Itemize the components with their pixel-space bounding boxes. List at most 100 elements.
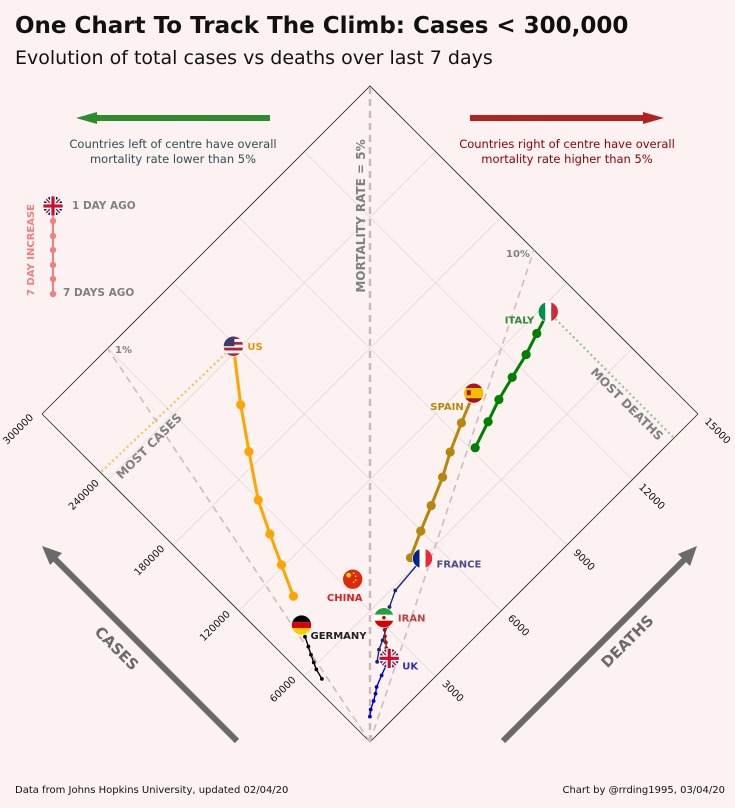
cases-tick-label: 120000 [198, 609, 233, 644]
flag-star [352, 581, 355, 584]
legend-dot [49, 232, 57, 240]
series-label: CHINA [327, 593, 363, 604]
flag-border [463, 382, 485, 404]
deaths-tick-label: 9000 [571, 548, 597, 574]
flag-border [412, 548, 433, 569]
flag-body [223, 336, 244, 357]
cases-tick-label: 240000 [67, 478, 102, 513]
series-label: IRAN [398, 614, 426, 625]
data-point [377, 647, 381, 652]
data-point [470, 443, 480, 453]
flag-de-icon [291, 614, 312, 636]
data-point [374, 685, 379, 689]
data-point [367, 714, 372, 719]
flag-stripe [538, 301, 546, 322]
data-point [483, 417, 493, 427]
legend-top-label: 1 DAY AGO [72, 200, 136, 212]
grid-line [238, 216, 568, 546]
cases-tick-label: 180000 [133, 544, 168, 579]
flag-border [291, 614, 312, 636]
flag-stripe [463, 383, 484, 389]
data-point [383, 640, 388, 645]
series-china: CHINA [327, 568, 363, 604]
flag-stripe [223, 347, 244, 351]
flag-body [463, 383, 484, 404]
deaths-arrow-group: DEATHS [500, 546, 697, 744]
flag-stripe [466, 390, 471, 396]
flag-stripe [425, 548, 433, 569]
series-label: ITALY [505, 316, 535, 327]
flag-star [354, 579, 357, 582]
left-note-line1: Countries left of centre have overall [69, 137, 276, 151]
flag-uk-icon [378, 648, 400, 669]
series-germany: GERMANY [291, 614, 367, 681]
deaths-tick-label: 3000 [439, 679, 465, 705]
left-note-line2: mortality rate lower than 5% [90, 152, 256, 166]
data-point [445, 447, 455, 457]
series-spain: SPAIN [405, 382, 485, 563]
rate-10-label: 10% [506, 249, 530, 260]
mortality-axis-label: MORTALITY RATE = 5% [354, 139, 368, 292]
flag-fr-icon [412, 548, 433, 569]
flag-border [537, 301, 559, 323]
data-point [437, 472, 448, 482]
axis-layer [41, 85, 699, 743]
legend-uk-flag [42, 195, 64, 217]
flag-stripe [463, 388, 484, 399]
flag-stripe [223, 353, 244, 357]
flag-it-icon [537, 301, 559, 323]
data-point [393, 588, 398, 593]
deaths-tick-label: 12000 [636, 482, 666, 512]
tick-labels: 60000 120000 180000 240000 300000 3000 6000 900… [1, 412, 732, 705]
cases-tick-label: 300000 [1, 412, 36, 447]
data-point [494, 394, 504, 405]
legend: 7 DAY INCREASE 1 DAY AGO 7 DAYS AGO [26, 195, 136, 299]
flag-stripe [463, 398, 484, 404]
data-point [426, 501, 436, 511]
data-point [288, 591, 299, 601]
diamond-frame [41, 85, 699, 415]
data-point [265, 529, 275, 539]
left-arrow-group: Countries left of centre have overall mo… [69, 112, 277, 166]
data-point [236, 400, 246, 410]
grid-line [304, 348, 633, 677]
data-point [375, 659, 380, 664]
series-label: UK [402, 661, 419, 672]
flag-us-icon [223, 335, 244, 357]
data-point [379, 673, 384, 678]
flag-stripe [551, 301, 559, 322]
right-arrow-group: Countries right of centre have overall m… [459, 112, 675, 166]
cases-arrow [47, 551, 240, 744]
data-point [368, 707, 373, 712]
legend-dot [49, 246, 57, 254]
flag-star [354, 575, 357, 578]
data-point [507, 372, 517, 382]
right-arrow-head [643, 112, 664, 124]
flag-border [342, 568, 363, 590]
data-point [373, 691, 378, 696]
grid-line [304, 151, 633, 480]
flag-stripe [419, 548, 426, 569]
chart-title: One Chart To Track The Climb: Cases < 30… [15, 13, 629, 39]
data-point [371, 699, 376, 703]
data-point [276, 560, 287, 570]
data-point [309, 652, 313, 657]
grid-line [172, 282, 502, 612]
flag-body [291, 615, 312, 636]
data-point [380, 638, 385, 643]
flag-body [412, 548, 433, 569]
data-point [306, 644, 311, 649]
flag-stripe [373, 620, 394, 628]
rate-1-label: 1% [115, 345, 132, 356]
grid-line [107, 151, 436, 480]
projection-line [99, 345, 235, 474]
most-cases-label: MOST CASES [114, 411, 185, 482]
flag-star [352, 572, 355, 575]
deaths-tick-label: 15000 [702, 416, 732, 446]
data-point [319, 677, 324, 681]
left-arrow-head [76, 112, 97, 124]
data-point [387, 605, 392, 609]
flag-stripe [223, 336, 235, 347]
projection-line [547, 310, 674, 438]
series-line [231, 346, 295, 597]
